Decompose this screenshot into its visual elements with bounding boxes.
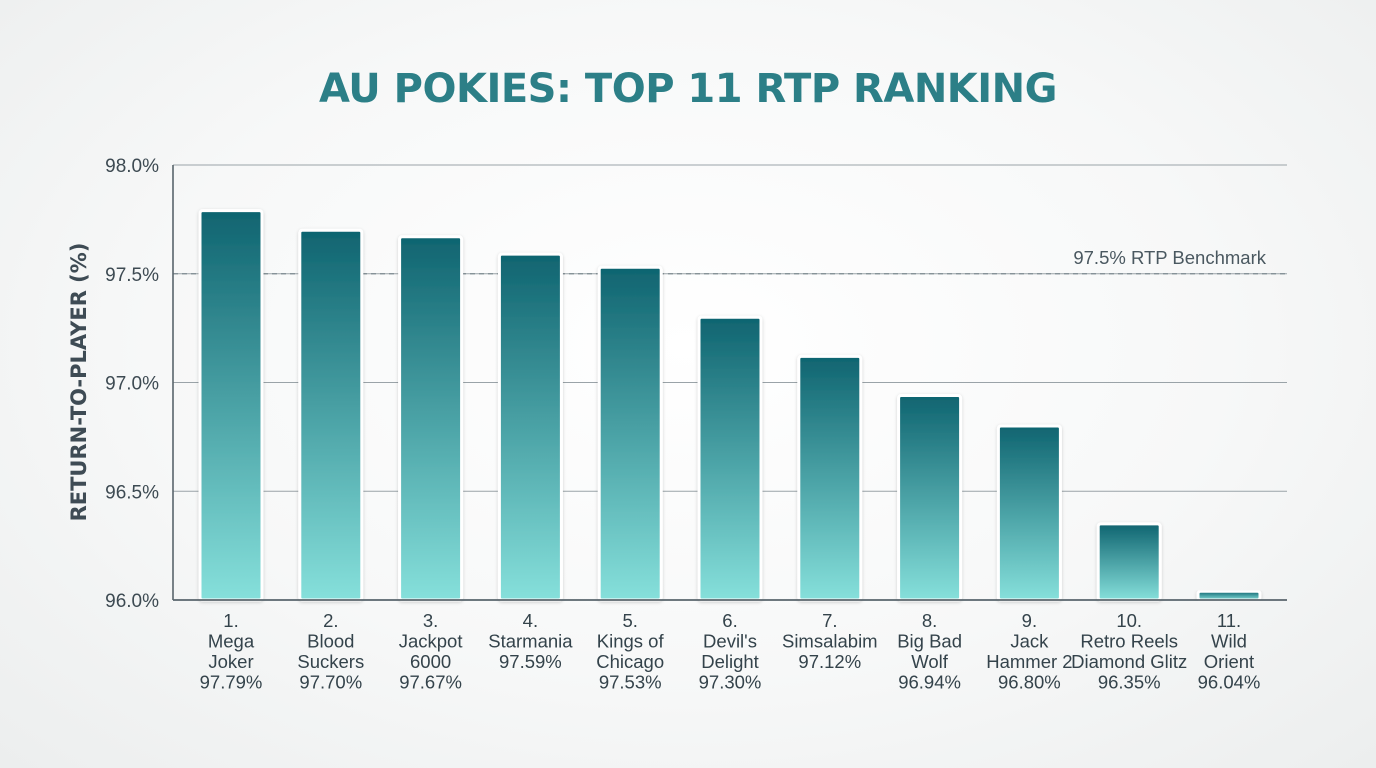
bar xyxy=(1196,589,1262,602)
category-name: 6000 xyxy=(410,651,451,672)
category-name: Delight xyxy=(701,651,759,672)
bar xyxy=(497,252,563,602)
bars-group xyxy=(198,209,1262,602)
y-tick-label: 96.5% xyxy=(105,482,159,503)
bar xyxy=(897,394,963,602)
category-name: Wolf xyxy=(911,651,949,672)
data-label: 96.94% xyxy=(898,672,961,693)
data-label: 96.35% xyxy=(1098,672,1161,693)
category-rank: 6. xyxy=(722,610,737,631)
category-name: Blood xyxy=(307,631,354,652)
data-label: 96.80% xyxy=(998,672,1061,693)
bar xyxy=(996,424,1062,602)
data-label: 97.79% xyxy=(200,672,263,693)
category-rank: 8. xyxy=(922,610,937,631)
data-label: 97.59% xyxy=(499,651,562,672)
category-name: Joker xyxy=(208,651,253,672)
category-rank: 7. xyxy=(822,610,837,631)
category-rank: 5. xyxy=(622,610,637,631)
category-name: Hammer 2 xyxy=(986,651,1072,672)
bar xyxy=(597,265,663,602)
category-rank: 1. xyxy=(223,610,238,631)
category-rank: 3. xyxy=(423,610,438,631)
axes-group xyxy=(172,165,1287,601)
bar xyxy=(1096,522,1162,602)
data-label: 97.53% xyxy=(599,672,662,693)
category-name: Jackpot xyxy=(399,631,463,652)
category-rank: 4. xyxy=(523,610,538,631)
data-label: 97.30% xyxy=(699,672,762,693)
category-rank: 9. xyxy=(1022,610,1037,631)
benchmark-group: 97.5% RTP Benchmark xyxy=(173,247,1287,275)
y-tick-label: 98.0% xyxy=(105,156,159,177)
category-name: Starmania xyxy=(488,631,573,652)
category-name: Mega xyxy=(208,631,255,652)
y-tick-label: 97.5% xyxy=(105,265,159,286)
benchmark-label: 97.5% RTP Benchmark xyxy=(1073,247,1266,268)
bar xyxy=(298,228,364,602)
labels-group: 96.0%96.5%97.0%97.5%98.0%1.MegaJoker97.7… xyxy=(105,156,1260,693)
category-rank: 2. xyxy=(323,610,338,631)
data-label: 97.70% xyxy=(299,672,362,693)
data-label: 97.67% xyxy=(399,672,462,693)
data-label: 96.04% xyxy=(1198,672,1261,693)
category-name: Wild xyxy=(1211,631,1247,652)
y-tick-label: 96.0% xyxy=(105,591,159,612)
category-name: Jack xyxy=(1010,631,1049,652)
data-label: 97.12% xyxy=(798,651,861,672)
category-name: Simsalabim xyxy=(782,631,878,652)
category-name: Retro Reels xyxy=(1080,631,1178,652)
category-name: Big Bad xyxy=(897,631,962,652)
category-name: Chicago xyxy=(596,651,664,672)
category-name: Devil's xyxy=(703,631,757,652)
bar xyxy=(797,354,863,602)
category-rank: 10. xyxy=(1116,610,1142,631)
bar xyxy=(398,235,464,602)
category-name: Suckers xyxy=(297,651,364,672)
y-tick-label: 97.0% xyxy=(105,374,159,395)
category-name: Orient xyxy=(1204,651,1254,672)
chart-title: AU POKIES: TOP 11 RTP RANKING xyxy=(319,66,1057,112)
bar xyxy=(697,315,763,602)
category-name: Diamond Glitz xyxy=(1071,651,1187,672)
y-axis-label: RETURN-TO-PLAYER (%) xyxy=(67,243,91,522)
category-rank: 11. xyxy=(1217,610,1241,631)
category-name: Kings of xyxy=(597,631,665,652)
bar xyxy=(198,209,264,602)
